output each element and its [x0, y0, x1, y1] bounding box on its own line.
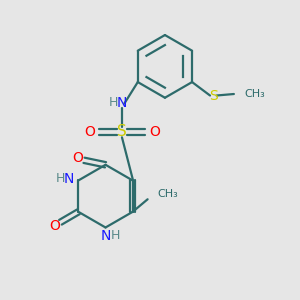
Text: O: O — [50, 219, 61, 233]
Text: H: H — [108, 96, 118, 109]
Text: CH₃: CH₃ — [158, 189, 178, 199]
Text: H: H — [110, 230, 120, 242]
Text: H: H — [56, 172, 65, 185]
Text: O: O — [84, 125, 95, 139]
Text: O: O — [149, 125, 160, 139]
Text: S: S — [117, 124, 127, 140]
Text: CH₃: CH₃ — [244, 89, 265, 99]
Text: N: N — [117, 96, 127, 110]
Text: N: N — [64, 172, 74, 186]
Text: N: N — [100, 229, 111, 243]
Text: S: S — [209, 88, 218, 103]
Text: O: O — [72, 151, 83, 165]
